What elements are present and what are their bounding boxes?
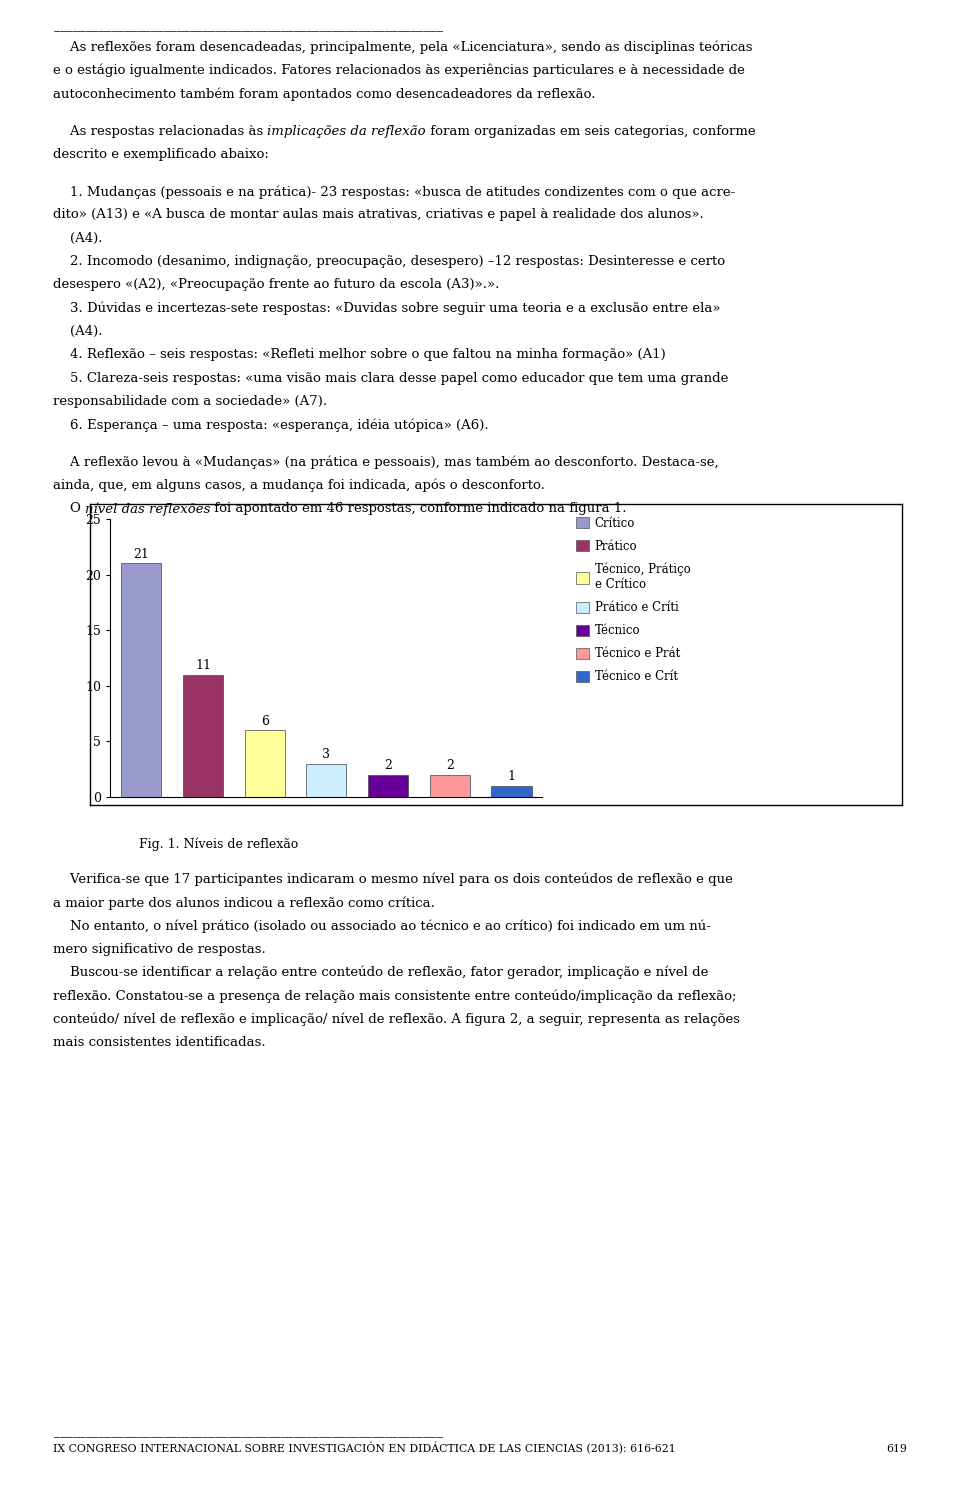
Text: 3: 3 — [323, 747, 330, 761]
Text: ────────────────────────────────────────────────────────────────────────────────: ────────────────────────────────────────… — [53, 1436, 443, 1441]
Bar — [245, 731, 285, 797]
Text: autoconhecimento também foram apontados como desencadeadores da reflexão.: autoconhecimento também foram apontados … — [53, 87, 595, 101]
Legend: Crítico, Prático, Técnico, Prátiço
e Crítico, Prático e Críti, Técnico, Técnico : Crítico, Prático, Técnico, Prátiço e Crí… — [570, 511, 696, 689]
Bar — [368, 775, 408, 797]
Text: 11: 11 — [195, 659, 211, 672]
Bar — [183, 675, 223, 797]
Text: desespero «(A2), «Preocupação frente ao futuro da escola (A3)».».: desespero «(A2), «Preocupação frente ao … — [53, 278, 499, 292]
Text: Buscou-se identificar a relação entre conteúdo de reflexão, fator gerador, impli: Buscou-se identificar a relação entre co… — [53, 966, 708, 979]
Text: As reflexões foram desencadeadas, principalmente, pela «Licenciatura», sendo as : As reflexões foram desencadeadas, princi… — [53, 41, 753, 54]
Text: conteúdo/ nível de reflexão e implicação/ nível de reflexão. A figura 2, a segui: conteúdo/ nível de reflexão e implicação… — [53, 1012, 740, 1026]
Text: Fig. 1. Níveis de reflexão: Fig. 1. Níveis de reflexão — [139, 838, 299, 851]
Text: Verifica-se que 17 participantes indicaram o mesmo nível para os dois conteúdos : Verifica-se que 17 participantes indicar… — [53, 872, 732, 886]
Text: 619: 619 — [886, 1444, 907, 1454]
Bar — [306, 764, 347, 797]
Text: responsabilidade com a sociedade» (A7).: responsabilidade com a sociedade» (A7). — [53, 396, 327, 408]
Text: 1: 1 — [508, 770, 516, 784]
Text: foi apontado em 46 respostas, conforme indicado na figura 1.: foi apontado em 46 respostas, conforme i… — [210, 502, 627, 516]
Text: 21: 21 — [133, 547, 149, 561]
Text: implicações da reflexão: implicações da reflexão — [267, 125, 426, 137]
Text: e o estágio igualmente indicados. Fatores relacionados às experiências particula: e o estágio igualmente indicados. Fatore… — [53, 65, 745, 77]
Text: 2: 2 — [445, 760, 454, 772]
Text: a maior parte dos alunos indicou a reflexão como crítica.: a maior parte dos alunos indicou a refle… — [53, 896, 435, 910]
Text: 6. Esperança – uma resposta: «esperança, idéia utópica» (A6).: 6. Esperança – uma resposta: «esperança,… — [53, 418, 489, 432]
Text: As respostas relacionadas às: As respostas relacionadas às — [53, 125, 267, 137]
Text: descrito e exemplificado abaixo:: descrito e exemplificado abaixo: — [53, 147, 269, 161]
Text: 2: 2 — [384, 760, 392, 772]
Text: 3. Dúvidas e incertezas-sete respostas: «Duvidas sobre seguir uma teoria e a exc: 3. Dúvidas e incertezas-sete respostas: … — [53, 302, 720, 316]
Text: mero significativo de respostas.: mero significativo de respostas. — [53, 943, 266, 955]
Text: 5. Clareza-seis respostas: «uma visão mais clara desse papel como educador que t: 5. Clareza-seis respostas: «uma visão ma… — [53, 371, 729, 385]
Text: ────────────────────────────────────────────────────────────────────────────────: ────────────────────────────────────────… — [53, 30, 443, 35]
Text: IX CONGRESO INTERNACIONAL SOBRE INVESTIGACIÓN EN DIDÁCTICA DE LAS CIENCIAS (2013: IX CONGRESO INTERNACIONAL SOBRE INVESTIG… — [53, 1442, 676, 1454]
Text: nível das reflexões: nível das reflexões — [84, 502, 210, 516]
Text: foram organizadas em seis categorias, conforme: foram organizadas em seis categorias, co… — [426, 125, 756, 137]
Text: O: O — [53, 502, 84, 516]
Bar — [492, 787, 532, 797]
Text: No entanto, o nível prático (isolado ou associado ao técnico e ao crítico) foi i: No entanto, o nível prático (isolado ou … — [53, 919, 710, 932]
Text: 4. Reflexão – seis respostas: «Refleti melhor sobre o que faltou na minha formaç: 4. Reflexão – seis respostas: «Refleti m… — [53, 349, 665, 361]
Text: A reflexão levou à «Mudanças» (na prática e pessoais), mas também ao desconforto: A reflexão levou à «Mudanças» (na prátic… — [53, 456, 718, 469]
Text: (A4).: (A4). — [53, 232, 103, 245]
Text: dito» (A13) e «A busca de montar aulas mais atrativas, criativas e papel à reali: dito» (A13) e «A busca de montar aulas m… — [53, 209, 704, 221]
Text: 2. Incomodo (desanimo, indignação, preocupação, desespero) –12 respostas: Desint: 2. Incomodo (desanimo, indignação, preoc… — [53, 256, 725, 268]
Text: mais consistentes identificadas.: mais consistentes identificadas. — [53, 1036, 265, 1048]
Bar — [430, 775, 469, 797]
Text: ainda, que, em alguns casos, a mudança foi indicada, após o desconforto.: ainda, que, em alguns casos, a mudança f… — [53, 478, 544, 492]
Text: 1. Mudanças (pessoais e na prática)- 23 respostas: «busca de atitudes condizente: 1. Mudanças (pessoais e na prática)- 23 … — [53, 185, 735, 199]
Text: 6: 6 — [261, 714, 269, 728]
Bar — [121, 564, 161, 797]
Text: (A4).: (A4). — [53, 325, 103, 338]
Text: reflexão. Constatou-se a presença de relação mais consistente entre conteúdo/imp: reflexão. Constatou-se a presença de rel… — [53, 990, 736, 1003]
